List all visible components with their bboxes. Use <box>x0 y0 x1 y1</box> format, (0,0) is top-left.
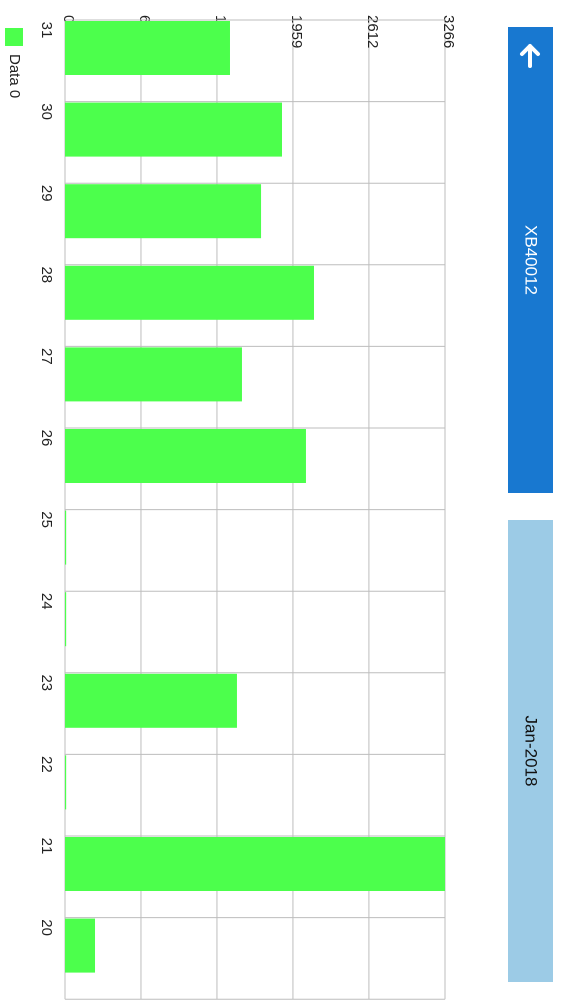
back-arrow[interactable] <box>520 44 540 68</box>
category-label: 23 <box>38 674 55 691</box>
value-tick-label: 0 <box>60 15 77 23</box>
bar <box>65 21 230 75</box>
bar <box>65 510 67 565</box>
month-button[interactable] <box>508 520 553 982</box>
bar <box>65 184 262 239</box>
legend-swatch <box>5 28 23 46</box>
bar <box>65 102 282 157</box>
category-label: 22 <box>38 756 55 773</box>
bar <box>65 429 306 483</box>
category-label: 31 <box>38 22 55 39</box>
device-button[interactable] <box>508 27 553 493</box>
category-label: 21 <box>38 838 55 855</box>
category-label: 30 <box>38 103 55 120</box>
category-label: 27 <box>38 348 55 365</box>
category-label: 20 <box>38 919 55 936</box>
bar <box>65 347 242 402</box>
category-label: 29 <box>38 185 55 202</box>
bar <box>65 592 67 647</box>
value-tick-label: 1959 <box>288 15 305 48</box>
bar <box>65 755 67 810</box>
device-label: XB40012 <box>522 225 541 295</box>
category-label: 26 <box>38 430 55 447</box>
category-label: 28 <box>38 266 55 283</box>
category-label: 24 <box>38 593 55 610</box>
bar <box>65 673 237 728</box>
value-tick-label: 3266 <box>440 15 457 48</box>
bar <box>65 265 314 320</box>
bar <box>65 837 445 891</box>
bar <box>65 918 96 973</box>
month-label: Jan-2018 <box>522 716 541 787</box>
legend-label: Data 0 <box>6 54 23 98</box>
value-tick-label: 2612 <box>364 15 381 48</box>
category-label: 25 <box>38 511 55 528</box>
